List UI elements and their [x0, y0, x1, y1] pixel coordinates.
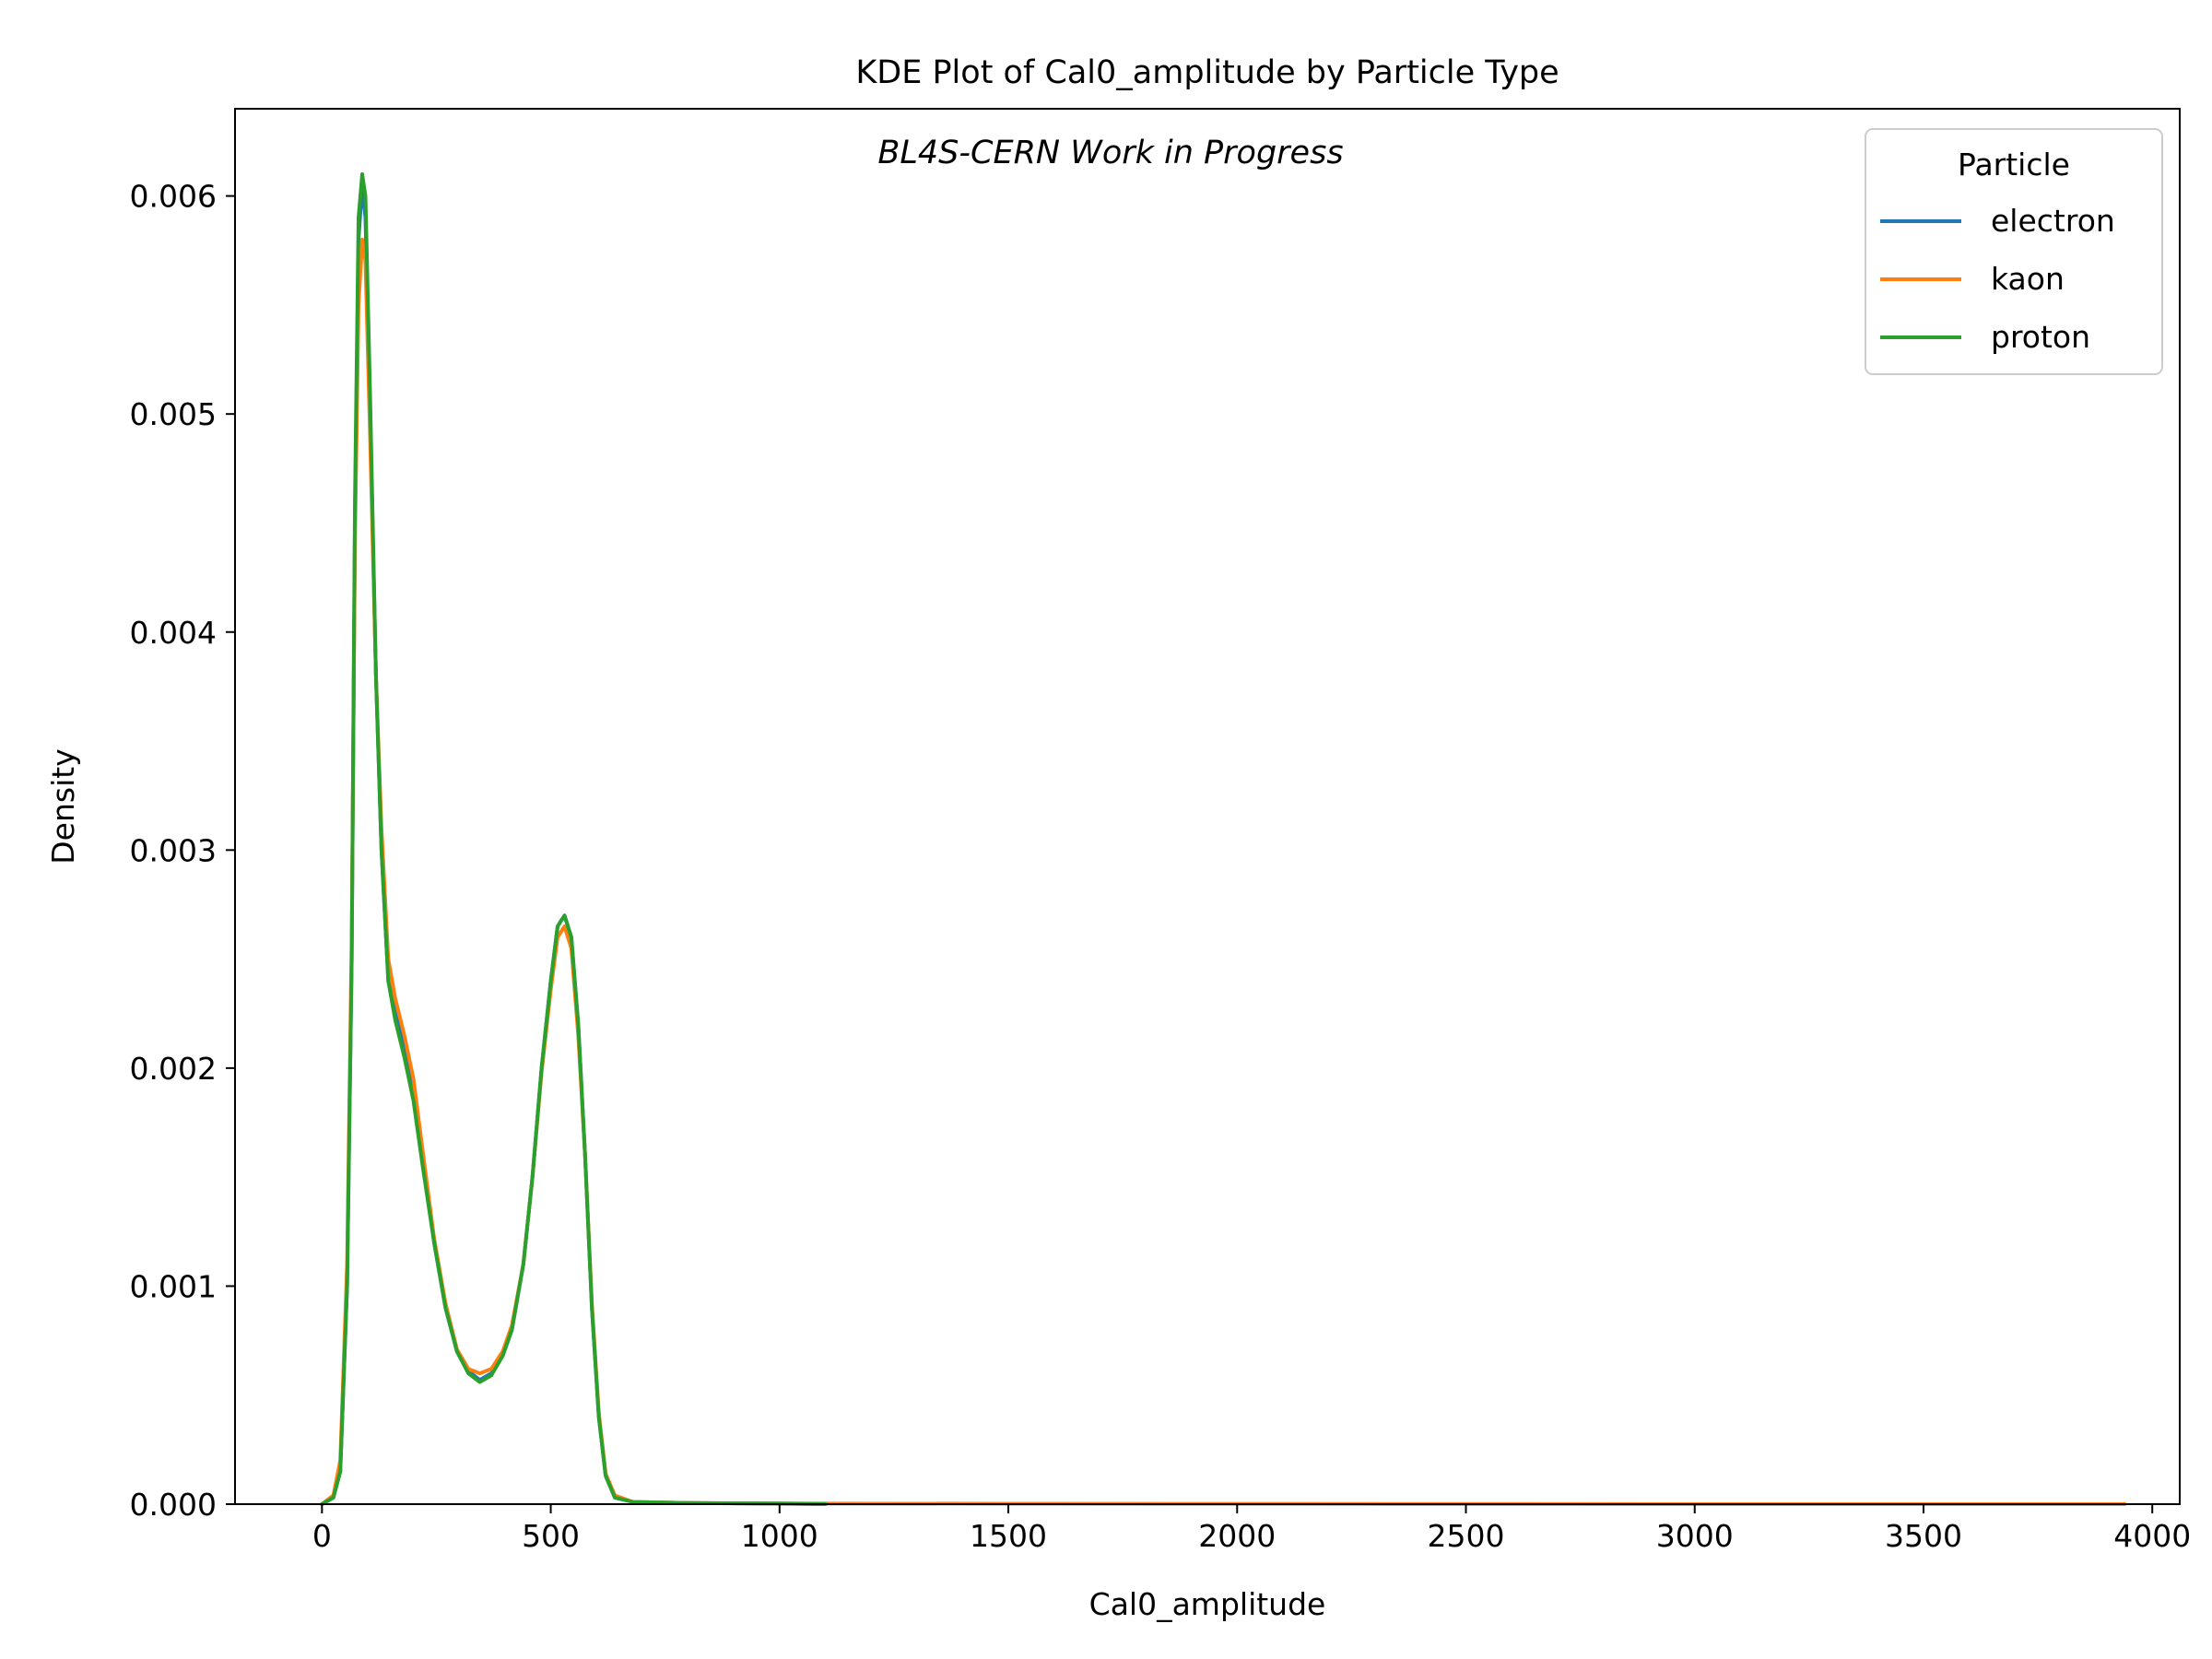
legend-items: electron kaon proton — [1880, 203, 2115, 355]
watermark-annotation: BL4S-CERN Work in Progress — [877, 135, 1343, 171]
x-tick-label: 2500 — [1428, 1518, 1505, 1554]
y-axis-label: Density — [45, 748, 81, 864]
legend-title: Particle — [1958, 147, 2070, 182]
y-tick-label: 0.006 — [130, 179, 217, 215]
x-tick-label: 1000 — [741, 1518, 818, 1554]
y-axis-ticks: 0.000 0.001 0.002 0.003 0.004 0.005 0.006 — [130, 179, 235, 1523]
y-tick-label: 0.001 — [130, 1268, 217, 1304]
plot-area: BL4S-CERN Work in Progress — [234, 108, 2181, 1506]
legend: Particle electron kaon proton — [1865, 128, 2163, 375]
x-tick-label: 500 — [522, 1518, 580, 1554]
x-tick-label: 2000 — [1198, 1518, 1276, 1554]
y-tick-label: 0.005 — [130, 396, 217, 432]
y-tick-label: 0.000 — [130, 1487, 217, 1523]
x-axis-label: Cal0_amplitude — [1089, 1586, 1326, 1622]
legend-box — [1865, 128, 2163, 375]
x-tick-label: 4000 — [2113, 1518, 2191, 1554]
y-tick-label: 0.002 — [130, 1051, 217, 1087]
legend-label-proton: proton — [1991, 319, 2090, 355]
chart-title: KDE Plot of Cal0_amplitude by Particle T… — [855, 54, 1559, 91]
series-line-proton — [320, 172, 828, 1506]
y-tick-label: 0.004 — [130, 615, 217, 651]
x-tick-label: 3000 — [1656, 1518, 1734, 1554]
legend-label-kaon: kaon — [1991, 261, 2065, 297]
x-tick-label: 0 — [312, 1518, 332, 1554]
series-layer — [320, 172, 2127, 1506]
y-tick-label: 0.003 — [130, 832, 217, 868]
x-tick-label: 1500 — [970, 1518, 1047, 1554]
x-tick-label: 3500 — [1885, 1518, 1962, 1554]
legend-label-electron: electron — [1991, 203, 2115, 239]
x-axis-ticks: 0 500 1000 1500 2000 2500 3000 3500 4000 — [312, 1504, 2191, 1554]
axes-frame — [234, 108, 2181, 1505]
